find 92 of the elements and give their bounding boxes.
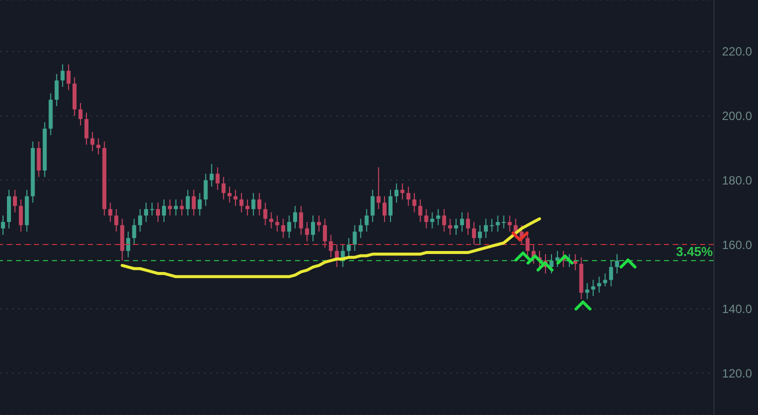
candlestick <box>114 208 118 232</box>
candlestick <box>251 192 256 216</box>
candlestick <box>502 215 506 229</box>
y-tick-label: 220.0 <box>722 44 752 59</box>
candlestick <box>1 215 5 236</box>
candlestick <box>108 202 112 222</box>
candlestick <box>96 138 100 155</box>
candlestick <box>478 224 482 245</box>
candlestick <box>549 254 554 274</box>
candlestick <box>18 198 23 232</box>
candlestick <box>245 198 250 216</box>
candlestick <box>311 215 315 242</box>
candlestick <box>466 212 470 236</box>
candlestick <box>287 215 292 239</box>
candlestick <box>328 234 333 258</box>
candlestick <box>126 231 130 258</box>
candlestick <box>228 186 232 204</box>
y-tick-label: 120.0 <box>722 366 752 380</box>
candlestick <box>316 215 321 232</box>
candlestick <box>424 208 428 229</box>
candlestick <box>239 192 244 213</box>
candlestick <box>84 112 88 146</box>
candlestick <box>460 212 464 232</box>
candlestick <box>168 198 172 216</box>
candlestick <box>180 198 184 216</box>
candlestick <box>442 208 446 232</box>
candlestick <box>150 202 154 216</box>
candlestick <box>60 64 65 88</box>
candlestick <box>198 192 202 216</box>
candlestick <box>370 189 375 222</box>
candlestick <box>192 189 196 216</box>
line-series <box>120 217 542 278</box>
candlestick <box>591 279 596 296</box>
candlestick <box>322 218 327 248</box>
candlestick <box>305 221 310 242</box>
candlestick <box>138 208 142 232</box>
candlestick <box>484 218 488 239</box>
candlestick <box>54 73 59 107</box>
candlestick <box>454 218 458 236</box>
candlestick <box>430 212 434 229</box>
candlestick <box>36 141 41 178</box>
candlestick <box>496 215 500 232</box>
candlestick <box>609 260 614 287</box>
candlestick <box>78 102 82 126</box>
y-tick-label: 140.0 <box>722 302 752 316</box>
candlestick <box>299 205 304 236</box>
candlestick <box>573 254 578 271</box>
candlestick <box>448 218 452 236</box>
candlestick <box>263 202 268 226</box>
candlestick <box>388 189 392 222</box>
candlestick <box>412 192 416 213</box>
candlestick <box>269 212 274 229</box>
candlestick <box>222 176 226 200</box>
candlestick <box>352 224 357 252</box>
candlestick <box>418 198 422 222</box>
candlestick <box>162 198 166 222</box>
candlestick <box>216 166 220 190</box>
candlestick <box>293 205 298 229</box>
candlestick <box>406 186 410 206</box>
y-tick-label: 180.0 <box>722 173 752 188</box>
candlestick <box>400 182 404 200</box>
candlestick <box>364 208 369 232</box>
candlestick <box>66 64 71 91</box>
candlestick <box>585 282 590 300</box>
candlestick <box>472 221 476 245</box>
candlestick <box>234 189 238 206</box>
candlestick <box>210 164 214 188</box>
candlestick <box>186 189 190 216</box>
candlestick <box>597 276 602 294</box>
candlestick <box>615 254 620 274</box>
y-tick-label: 200.0 <box>722 109 752 124</box>
candlestick <box>204 173 208 206</box>
candlestick <box>603 272 608 287</box>
candlestick <box>174 198 178 216</box>
candlestick <box>132 218 136 245</box>
y-tick-label: 160.0 <box>722 238 752 252</box>
candlestick <box>376 166 381 210</box>
candlestick <box>156 202 160 222</box>
candlestick <box>257 192 262 216</box>
candlestick <box>490 218 494 232</box>
candlestick <box>508 215 512 232</box>
candlestick <box>144 202 148 222</box>
candlestick <box>358 218 363 239</box>
candlestick <box>346 238 351 258</box>
candlestick <box>90 131 94 152</box>
candlestick <box>394 182 398 204</box>
text: 3.45% <box>676 244 713 259</box>
candlestick <box>12 189 17 213</box>
candlestick <box>382 196 387 222</box>
candlestick <box>275 215 280 232</box>
candlestick <box>281 218 286 239</box>
candlestick <box>436 208 440 226</box>
